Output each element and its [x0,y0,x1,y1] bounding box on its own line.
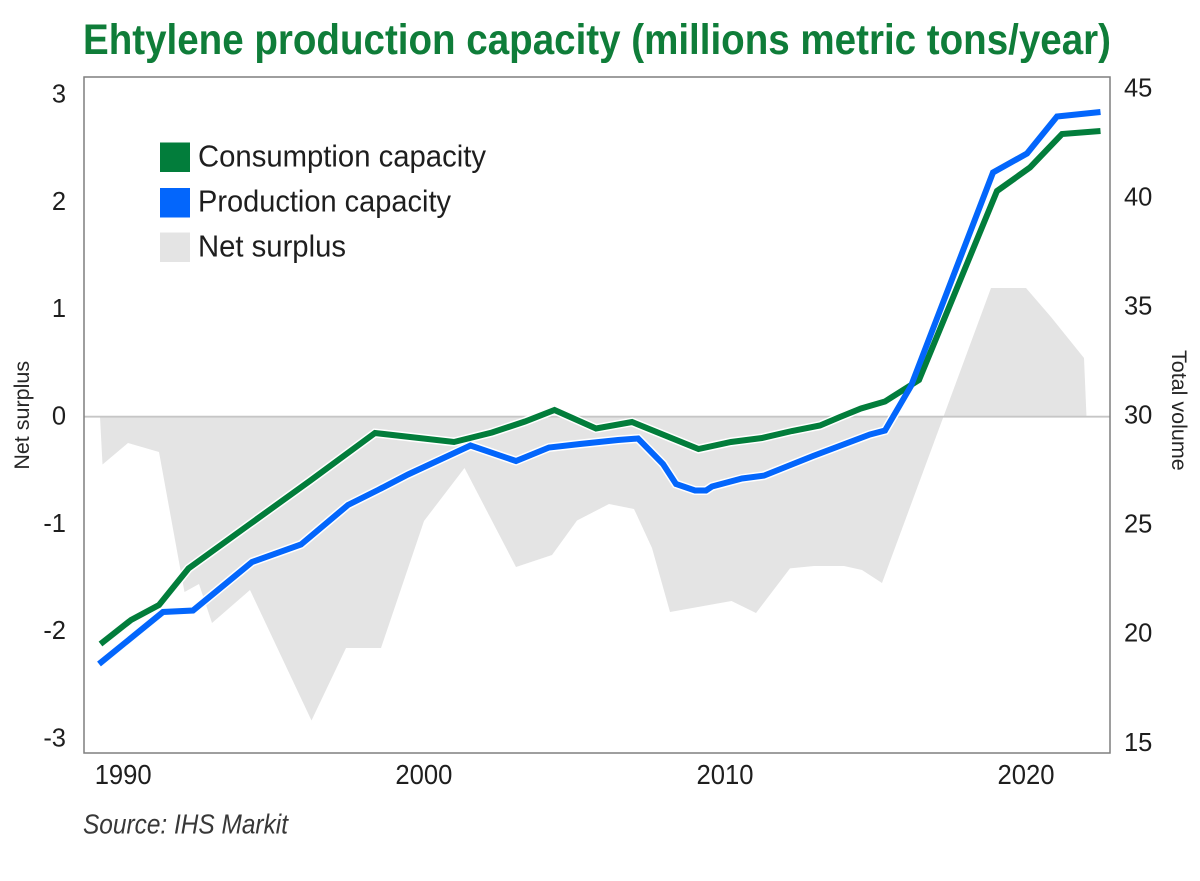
svg-text:2000: 2000 [395,759,452,790]
svg-text:-3: -3 [43,725,66,753]
svg-text:Net surplus: Net surplus [198,229,346,264]
svg-text:15: 15 [1124,729,1152,757]
svg-text:Total volume: Total volume [1167,350,1191,471]
svg-text:Ehtylene production capacity (: Ehtylene production capacity (millions m… [83,16,1111,64]
svg-text:-1: -1 [43,510,66,538]
svg-text:35: 35 [1124,293,1152,321]
svg-text:Production capacity: Production capacity [198,184,451,219]
svg-text:1990: 1990 [95,759,152,790]
svg-text:3: 3 [52,81,66,109]
svg-text:2: 2 [52,188,66,216]
svg-text:Consumption capacity: Consumption capacity [198,139,486,174]
svg-text:45: 45 [1124,74,1152,102]
svg-text:-2: -2 [43,617,66,645]
svg-text:Net surplus: Net surplus [10,361,34,470]
svg-text:0: 0 [52,403,66,431]
svg-text:25: 25 [1124,511,1152,539]
svg-text:Source: IHS Markit: Source: IHS Markit [83,808,289,839]
svg-text:2010: 2010 [697,759,754,790]
svg-text:30: 30 [1124,402,1152,430]
svg-text:1: 1 [52,295,66,323]
svg-text:20: 20 [1124,620,1152,648]
svg-text:40: 40 [1124,184,1152,212]
svg-text:2020: 2020 [998,759,1055,790]
